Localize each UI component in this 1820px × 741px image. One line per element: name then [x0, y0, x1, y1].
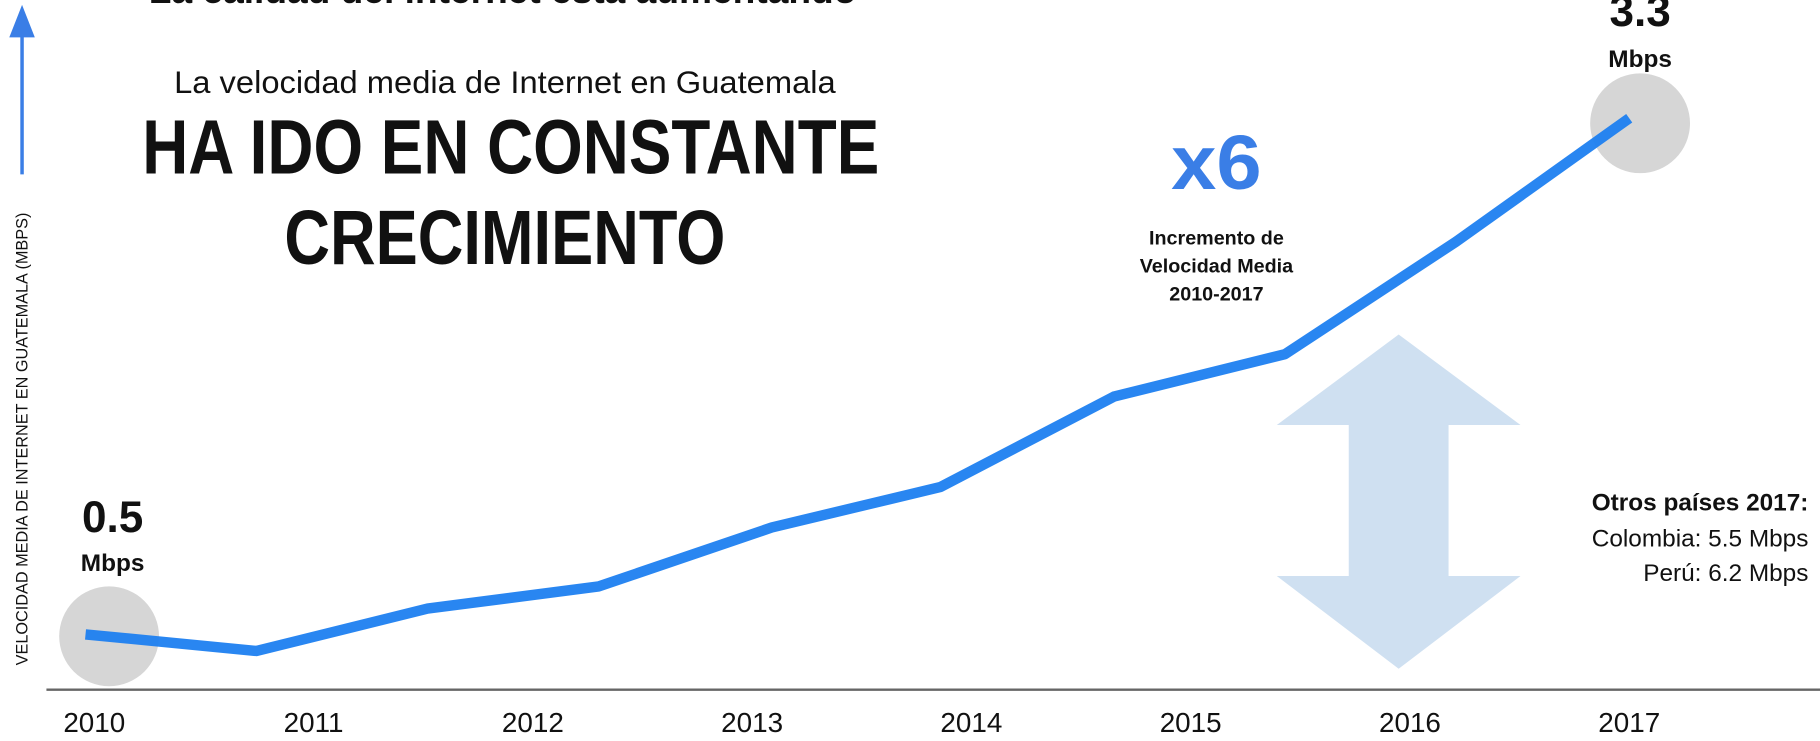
multiplier-note: 2010-2017 — [1169, 283, 1263, 305]
x-tick-label: 2011 — [284, 707, 344, 738]
headline: HA IDO EN CONSTANTE — [142, 106, 879, 191]
line — [85, 113, 1633, 657]
end-circle — [1590, 73, 1690, 174]
x-tick-label: 2014 — [940, 707, 1002, 738]
unit-label: Mbps — [1608, 46, 1672, 73]
x-tick-label: 2015 — [1160, 707, 1222, 738]
x-tick-label: 2017 — [1598, 707, 1660, 738]
value-label: 3.3 — [1609, 0, 1670, 36]
others-line: Perú: 6.2 Mbps — [1643, 560, 1808, 587]
x-tick-label: 2013 — [721, 707, 783, 738]
multiplier: x6 — [1171, 121, 1262, 206]
others-line: Colombia: 5.5 Mbps — [1592, 525, 1809, 552]
x-tick-label: 2012 — [502, 707, 564, 738]
title: La calidad del internet está aumentando — [149, 0, 857, 11]
multiplier-note: Velocidad Media — [1140, 255, 1294, 277]
unit-label: Mbps — [81, 550, 145, 577]
value-label: 0.5 — [82, 493, 143, 542]
multiplier-note: Incremento de — [1149, 228, 1284, 250]
others-title: Otros países 2017: — [1592, 489, 1809, 516]
y-axis-label: VELOCIDAD MEDIA DE INTERNET EN GUATEMALA… — [14, 213, 32, 666]
x-tick-label: 2016 — [1379, 707, 1441, 738]
headline: CRECIMIENTO — [284, 196, 725, 281]
subtitle: La velocidad media de Internet en Guatem… — [174, 65, 836, 100]
double-arrow — [1276, 334, 1521, 669]
x-tick-label: 2010 — [63, 707, 125, 738]
axis-arrow-head — [9, 4, 35, 38]
